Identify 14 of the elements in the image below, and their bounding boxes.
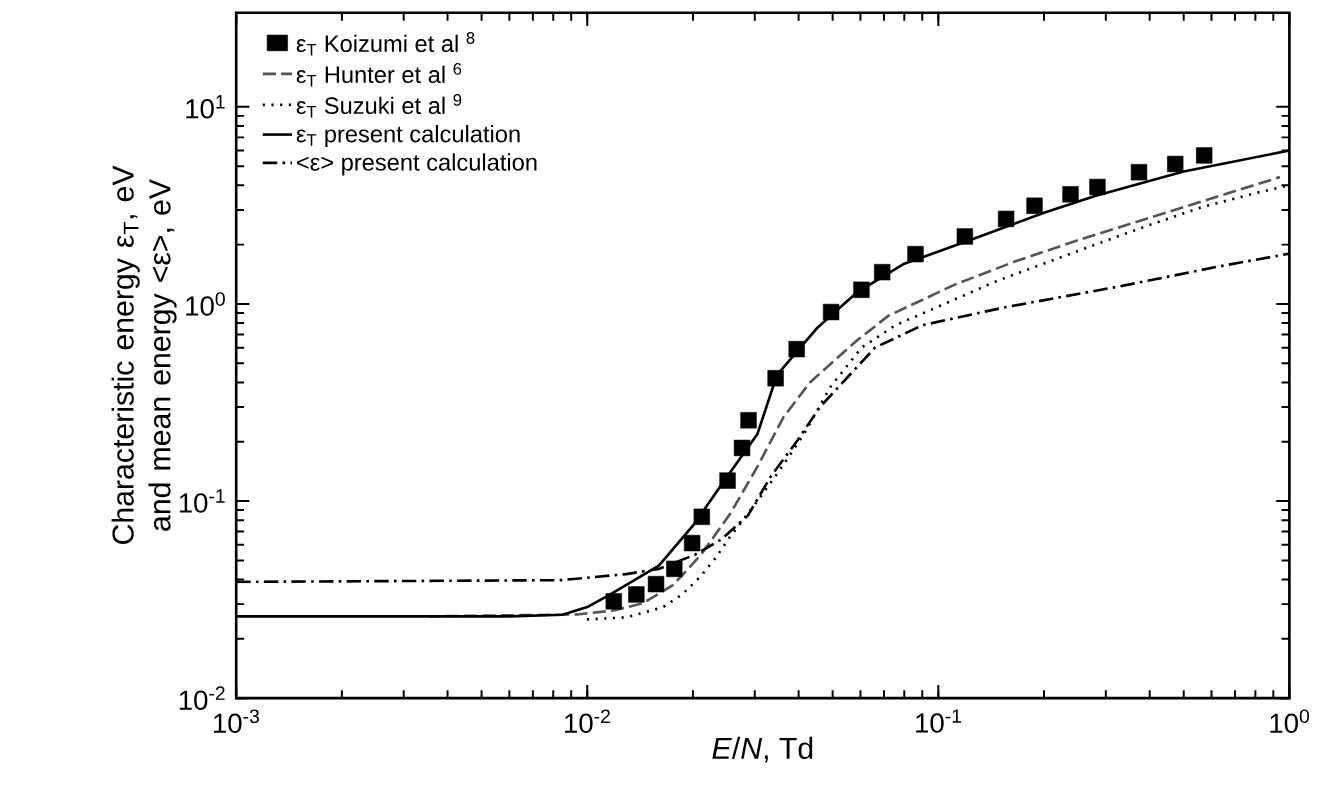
x-tick-label: 10$^{-1}$ — [916, 709, 961, 733]
x-tick-label: 10$^{0}$ — [1270, 709, 1310, 734]
legend-label: <ε> present calculation — [297, 153, 537, 176]
x-axis-title: E/N, Td — [712, 736, 813, 763]
legend-label: ε$_{T}$ Suzuki et al $^{9}$ — [296, 94, 462, 118]
y-tick-label: 10$^{1}$ — [186, 95, 225, 119]
x-tick-label: 10$^{-2}$ — [565, 709, 610, 734]
x-tick-label: 10$^{-3}$ — [214, 709, 259, 734]
y-tick-label: 10$^{0}$ — [186, 292, 225, 316]
y-tick-label: 10$^{-1}$ — [179, 489, 225, 513]
legend-label: ε$_{T}$ Koizumi et al $^{8}$ — [296, 32, 475, 56]
legend-label: ε$_{T}$ Hunter et al $^{6}$ — [296, 63, 462, 87]
y-tick-label: 10$^{-2}$ — [179, 686, 225, 711]
legend-label: ε$_{T}$ present calculation — [296, 125, 520, 148]
